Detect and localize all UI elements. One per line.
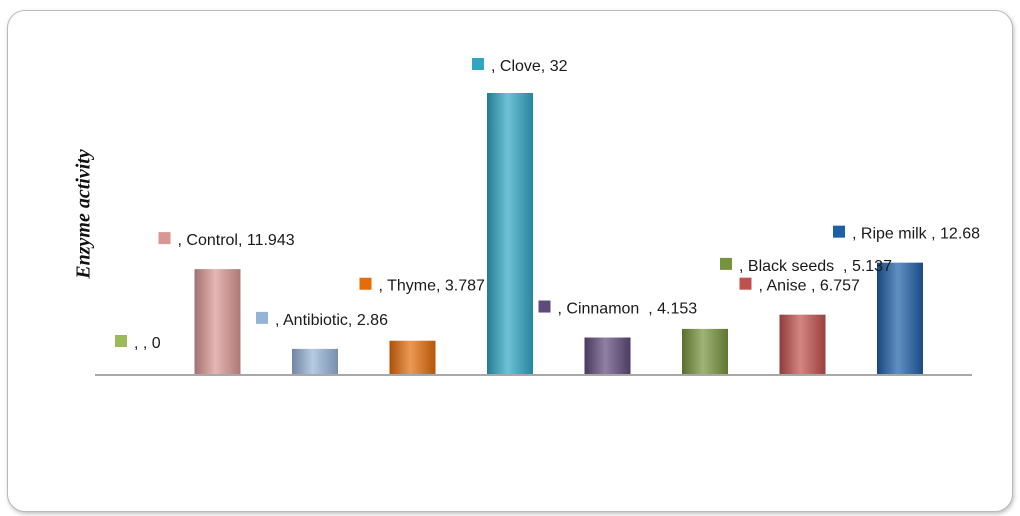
data-label-2: , Antibiotic, 2.86 [275, 312, 388, 329]
data-label-marker-1 [158, 232, 171, 245]
data-label-marker-8 [833, 225, 845, 238]
bar-1 [194, 269, 241, 374]
bar-3 [389, 340, 436, 374]
data-label-4: , Clove, 32 [491, 58, 568, 75]
bar-2 [292, 348, 338, 374]
data-label-marker-3 [359, 277, 372, 290]
bar-8 [877, 262, 923, 374]
data-label-marker-0 [115, 335, 127, 347]
bar-5 [584, 337, 631, 374]
data-label-6: , Black seeds , 5.137 [739, 258, 892, 275]
data-label-marker-6 [720, 257, 732, 270]
y-axis-label: Enzyme activity [72, 149, 95, 279]
data-label-7: , Anise , 6.757 [759, 278, 861, 295]
data-label-8: , Ripe milk , 12.68 [852, 226, 980, 243]
data-label-marker-2 [256, 311, 268, 324]
data-label-1: , Control, 11.943 [178, 232, 295, 249]
data-label-0: , , 0 [134, 335, 161, 352]
data-label-marker-5 [538, 300, 551, 313]
data-label-marker-4 [472, 58, 484, 70]
bar-7 [779, 314, 826, 374]
bar-6 [682, 328, 728, 374]
data-label-marker-7 [739, 277, 752, 290]
data-label-5: , Cinnamon , 4.153 [558, 301, 698, 318]
data-label-3: , Thyme, 3.787 [379, 278, 486, 295]
bar-4 [487, 93, 533, 374]
